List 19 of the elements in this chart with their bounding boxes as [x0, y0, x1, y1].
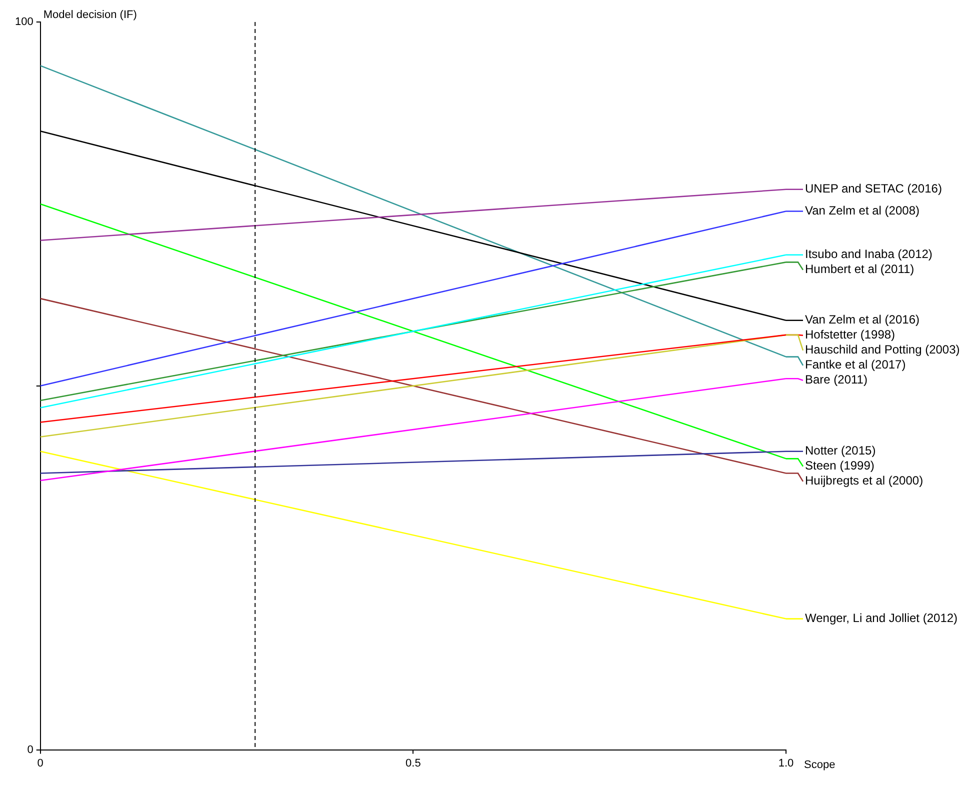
legend-label: Huijbregts et al (2000): [805, 474, 924, 488]
legend-label: Bare (2011): [805, 372, 868, 387]
legend-label: Humbert et al (2011): [805, 262, 914, 276]
series-label: Fantke et al (2017): [805, 358, 906, 372]
y-axis-title: Model decision (IF): [43, 9, 137, 21]
legend-label: Van Zelm et al (2016): [805, 312, 920, 327]
series-label: Hauschild and Potting (2003): [805, 342, 960, 357]
x-tick-label: 0: [37, 757, 44, 770]
legend-label: Van Zelm et al (2008): [805, 204, 920, 218]
x-tick-label: 0.5: [406, 757, 421, 770]
y-tick-label: 100: [14, 16, 34, 28]
legend-label: Hofstetter (1998): [805, 328, 896, 342]
legend-label: Itsubo and Inaba (2012): [805, 247, 932, 262]
x-tick-label: 1.0: [778, 757, 794, 770]
x-axis-title: Scope: [804, 758, 836, 771]
legend-label: Wenger, Li and Jolliet (2012): [805, 611, 958, 626]
legend-label: Notter (2015): [805, 444, 876, 458]
legend-label: Steen (1999): [805, 458, 874, 473]
legend-label: UNEP and SETAC (2016): [805, 182, 942, 196]
